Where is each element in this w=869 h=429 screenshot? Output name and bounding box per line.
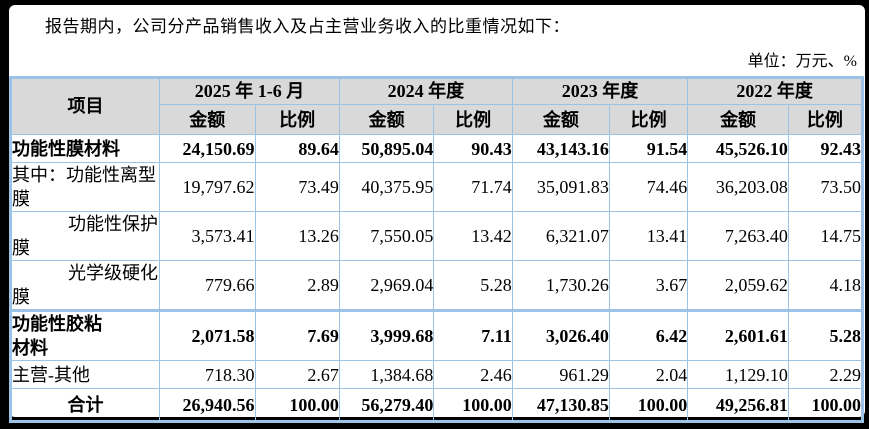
row-label: 其中：功能性离型膜 [9, 162, 161, 212]
amount-value: 1,730.26 [511, 260, 610, 311]
column-header-period-2024: 2024 年度 [338, 77, 513, 105]
ratio-value: 91.54 [608, 134, 689, 163]
ratio-value: 100.00 [787, 388, 864, 422]
column-header-amount: 金额 [511, 104, 610, 135]
column-header-ratio: 比例 [433, 104, 513, 135]
row-label: 合计 [9, 388, 161, 422]
ratio-value: 100.00 [608, 388, 689, 422]
ratio-value: 4.18 [787, 260, 864, 311]
row-label: 光学级硬化膜 [9, 260, 161, 311]
column-header-period-2022: 2022 年度 [687, 77, 863, 105]
amount-value: 6,321.07 [511, 211, 610, 261]
amount-value: 26,940.56 [159, 388, 256, 422]
ratio-value: 73.49 [254, 162, 340, 212]
column-header-ratio: 比例 [254, 104, 340, 135]
row-label: 功能性膜材料 [9, 134, 161, 163]
ratio-value: 7.69 [254, 309, 340, 361]
ratio-value: 2.67 [254, 360, 340, 389]
table-body: 功能性膜材料 24,150.69 89.64 50,895.04 90.43 43,143… [9, 134, 864, 422]
table-row: 功能性膜材料 24,150.69 89.64 50,895.04 90.43 43,143… [9, 134, 864, 163]
amount-value: 24,150.69 [159, 134, 256, 163]
header-row-periods: 项目 2025 年 1-6 月 2024 年度 2023 年度 2022 年度 [9, 77, 863, 135]
amount-value: 7,550.05 [338, 211, 435, 261]
amount-value: 19,797.62 [159, 162, 256, 212]
column-header-period-2025: 2025 年 1-6 月 [159, 77, 340, 105]
amount-value: 3,573.41 [159, 211, 256, 261]
ratio-value: 89.64 [254, 134, 340, 163]
amount-value: 45,526.10 [687, 134, 789, 163]
ratio-value: 13.26 [254, 211, 340, 261]
ratio-value: 100.00 [433, 388, 513, 422]
ratio-value: 2.46 [433, 360, 513, 389]
header-row-sub: 金额 比例 金额 比例 金额 比例 金额 比例 [11, 104, 864, 135]
unit-label: 单位：万元、% [747, 53, 857, 70]
table-row: 功能性保护膜 3,573.41 13.26 7,550.05 13.42 6,321.07… [9, 211, 864, 261]
amount-value: 2,969.04 [338, 260, 435, 311]
column-header-ratio: 比例 [608, 104, 689, 135]
ratio-value: 90.43 [433, 134, 513, 163]
ratio-value: 2.29 [787, 360, 864, 389]
column-header-item: 项目 [9, 77, 161, 135]
amount-value: 3,999.68 [338, 309, 435, 361]
table-row: 功能性胶粘材料 2,071.58 7.69 3,999.68 7.11 3,026.40 6… [9, 309, 864, 361]
table-row: 主营-其他 718.30 2.67 1,384.68 2.46 961.29 2.04 1,1… [9, 360, 864, 389]
amount-value: 36,203.08 [687, 162, 789, 212]
ratio-value: 14.75 [787, 211, 864, 261]
column-header-ratio: 比例 [787, 104, 864, 135]
amount-value: 2,601.61 [687, 309, 789, 361]
amount-value: 43,143.16 [511, 134, 610, 163]
ratio-value: 3.67 [608, 260, 689, 311]
amount-value: 1,129.10 [687, 360, 789, 389]
ratio-value: 71.74 [433, 162, 513, 212]
ratio-value: 5.28 [433, 260, 513, 311]
ratio-value: 100.00 [254, 388, 340, 422]
amount-value: 2,059.62 [687, 260, 789, 311]
amount-value: 47,130.85 [511, 388, 610, 422]
amount-value: 961.29 [511, 360, 610, 389]
column-header-amount: 金额 [687, 104, 789, 135]
intro-text: 报告期内，公司分产品销售收入及占主营业务收入的比重情况如下： [45, 17, 570, 36]
ratio-value: 5.28 [787, 309, 864, 361]
ratio-value: 13.41 [608, 211, 689, 261]
ratio-value: 92.43 [787, 134, 864, 163]
amount-value: 56,279.40 [338, 388, 435, 422]
document-page: 报告期内，公司分产品销售收入及占主营业务收入的比重情况如下： 单位：万元、% 项… [9, 5, 865, 423]
column-header-amount: 金额 [338, 104, 435, 135]
ratio-value: 6.42 [608, 309, 689, 361]
ratio-value: 7.11 [433, 309, 513, 361]
row-label: 功能性保护膜 [9, 211, 161, 261]
amount-value: 50,895.04 [338, 134, 435, 163]
revenue-table: 项目 2025 年 1-6 月 2024 年度 2023 年度 2022 年度 … [9, 76, 864, 423]
table-row: 其中：功能性离型膜 19,797.62 73.49 40,375.95 71.74 35,… [9, 162, 864, 212]
ratio-value: 74.46 [608, 162, 689, 212]
ratio-value: 2.04 [608, 360, 689, 389]
amount-value: 49,256.81 [687, 388, 789, 422]
amount-value: 1,384.68 [338, 360, 435, 389]
amount-value: 779.66 [159, 260, 256, 311]
row-label: 主营-其他 [9, 360, 161, 389]
amount-value: 718.30 [159, 360, 256, 389]
table-row: 光学级硬化膜 779.66 2.89 2,969.04 5.28 1,730.26 3.67… [9, 260, 864, 311]
ratio-value: 13.42 [433, 211, 513, 261]
amount-value: 2,071.58 [159, 309, 256, 361]
table-row: 合计 26,940.56 100.00 56,279.40 100.00 47,130.8… [9, 388, 864, 422]
amount-value: 35,091.83 [511, 162, 610, 212]
amount-value: 7,263.40 [687, 211, 789, 261]
amount-value: 40,375.95 [338, 162, 435, 212]
amount-value: 3,026.40 [511, 309, 610, 361]
column-header-period-2023: 2023 年度 [511, 77, 689, 105]
ratio-value: 2.89 [254, 260, 340, 311]
row-label: 功能性胶粘材料 [9, 309, 161, 361]
column-header-amount: 金额 [159, 104, 256, 135]
ratio-value: 73.50 [787, 162, 864, 212]
